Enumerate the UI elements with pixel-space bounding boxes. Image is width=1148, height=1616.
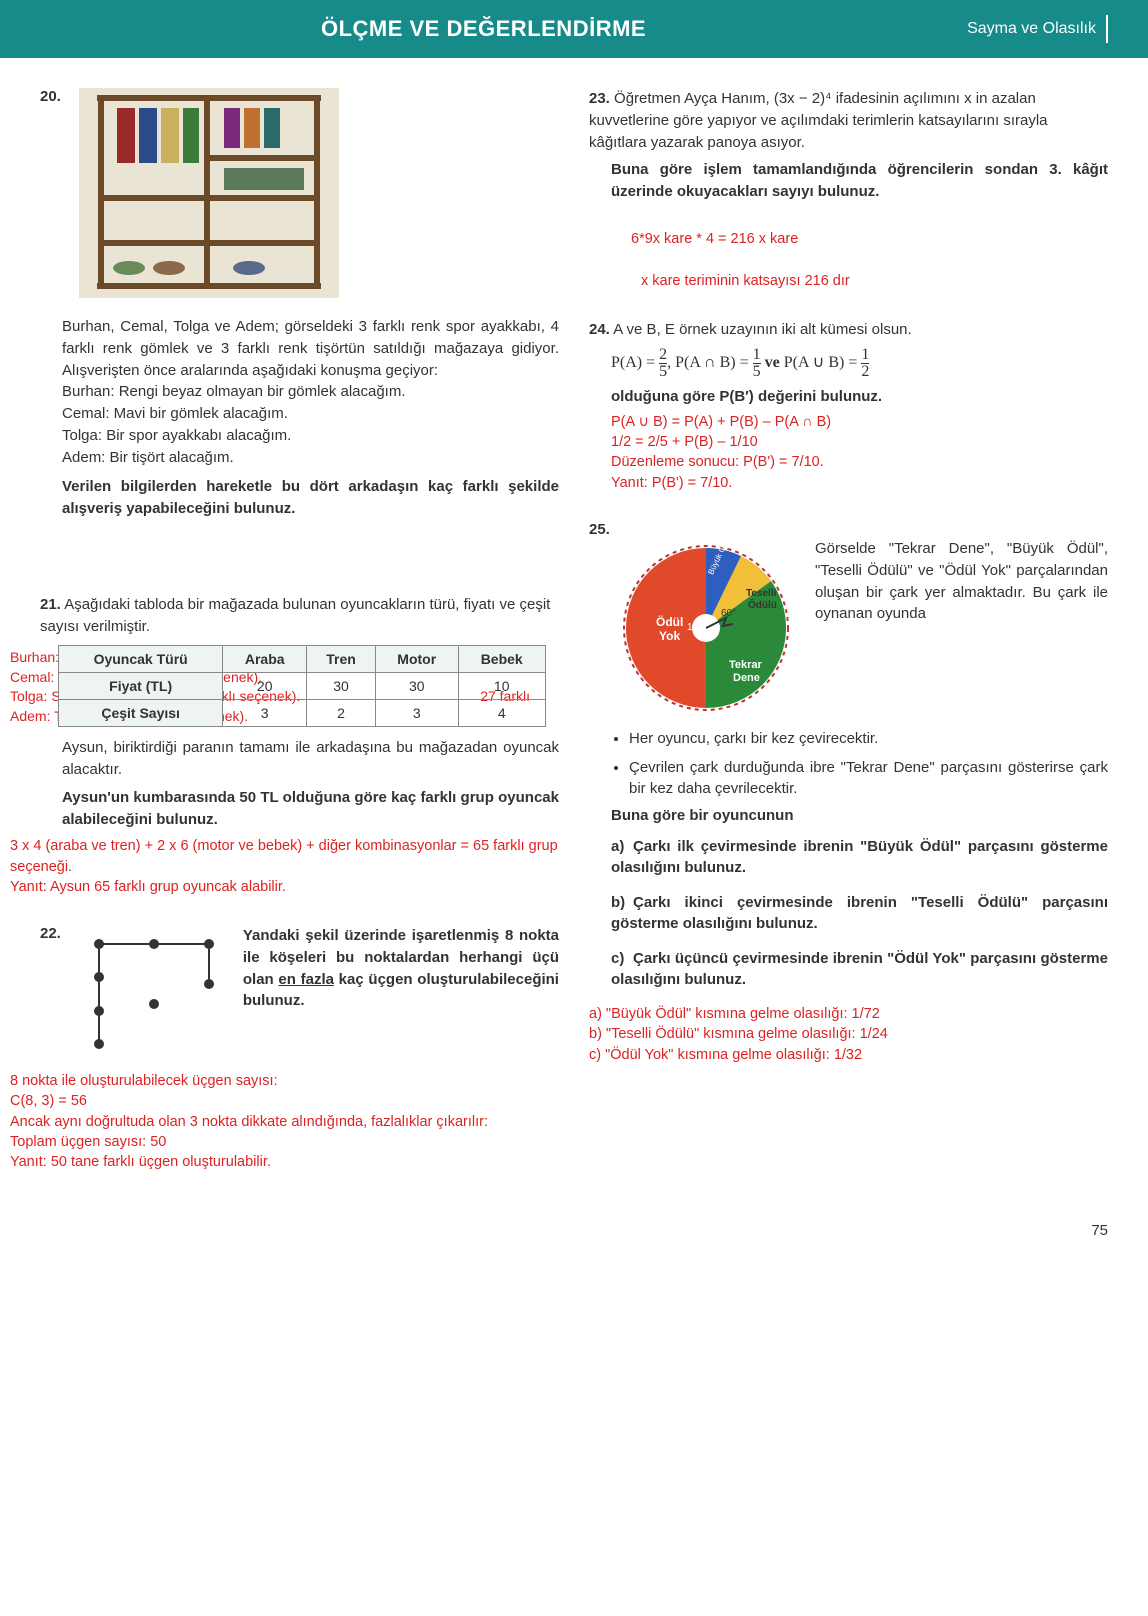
q25-bullet-2: Çevrilen çark durduğunda ibre "Tekrar De… bbox=[629, 757, 1108, 799]
q24-formula: P(A) = 25, P(A ∩ B) = 15 ve P(A ∪ B) = 1… bbox=[589, 347, 1108, 380]
dots-figure bbox=[79, 929, 229, 1059]
page-header: ÖLÇME VE DEĞERLENDİRME Sayma ve Olasılık bbox=[0, 0, 1148, 58]
question-23: 23. Öğretmen Ayça Hanım, (3x − 2)⁴ ifade… bbox=[589, 88, 1108, 291]
header-title: ÖLÇME VE DEĞERLENDİRME bbox=[0, 16, 967, 42]
q25-side-text: Görselde "Tekrar Dene", "Büyük Ödül", "T… bbox=[815, 538, 1108, 718]
q25-annotation-b: b) "Teselli Ödülü" kısmına gelme olasılı… bbox=[589, 1024, 1108, 1044]
svg-text:Dene: Dene bbox=[733, 672, 760, 684]
q22-annotation-2: C(8, 3) = 56 bbox=[10, 1091, 559, 1111]
question-25: 25. Ödül Yok 180° 60° bbox=[589, 521, 1108, 1065]
q22-annotation-4: Toplam üçgen sayısı: 50 bbox=[10, 1132, 559, 1152]
toys-col-3: Motor bbox=[375, 646, 458, 673]
q20-line1: Burhan: Rengi beyaz olmayan bir gömlek a… bbox=[40, 381, 559, 403]
svg-text:Yok: Yok bbox=[659, 629, 680, 643]
svg-text:Ödülü: Ödülü bbox=[748, 598, 777, 611]
question-20: 20. bbox=[40, 88, 559, 520]
toys-r1-3: 30 bbox=[375, 673, 458, 700]
toys-col-0: Oyuncak Türü bbox=[59, 646, 223, 673]
q22-number: 22. bbox=[40, 925, 61, 942]
q23-annotation-1: 6*9x kare * 4 = 216 x kare bbox=[631, 229, 1108, 249]
toys-col-1: Araba bbox=[223, 646, 307, 673]
toys-table: Oyuncak Türü Araba Tren Motor Bebek Fiya… bbox=[58, 645, 546, 727]
toys-r2-4: 4 bbox=[458, 700, 545, 727]
q20-line4: Adem: Bir tişört alacağım. bbox=[40, 447, 559, 469]
q21-number: 21. bbox=[40, 596, 61, 613]
wardrobe-illustration bbox=[79, 88, 339, 298]
q24-ask: olduğuna göre P(B′) değerini bulunuz. bbox=[589, 386, 1108, 408]
q22-annotation-1: 8 nokta ile oluşturulabilecek üçgen sayı… bbox=[10, 1071, 559, 1091]
page-body: 20. bbox=[0, 58, 1148, 1221]
q21-annotation-1: 3 x 4 (araba ve tren) + 2 x 6 (motor ve … bbox=[10, 836, 559, 877]
q20-line3: Tolga: Bir spor ayakkabı alacağım. bbox=[40, 425, 559, 447]
q21-mid: Aysun, biriktirdiği paranın tamamı ile a… bbox=[40, 737, 559, 781]
q24-intro: A ve B, E örnek uzayının iki alt kümesi … bbox=[613, 321, 911, 338]
q23-annotation-2: x kare teriminin katsayısı 216 dır bbox=[641, 271, 1108, 291]
q21-ask: Aysun'un kumbarasında 50 TL olduğuna gör… bbox=[40, 787, 559, 831]
toys-r1-2: 30 bbox=[307, 673, 376, 700]
svg-text:180°: 180° bbox=[687, 622, 708, 633]
wheel-chart: Ödül Yok 180° 60° Tekrar Dene Teselli Öd… bbox=[611, 538, 801, 718]
toys-r2-2: 2 bbox=[307, 700, 376, 727]
q20-number: 20. bbox=[40, 88, 61, 105]
q22-annotation-3: Ancak aynı doğrultuda olan 3 nokta dikka… bbox=[10, 1112, 559, 1132]
q24-annotation-1: P(A ∪ B) = P(A) + P(B) – P(A ∩ B) bbox=[611, 412, 1108, 432]
toys-r1-0: Fiyat (TL) bbox=[59, 673, 223, 700]
q25-lead: Buna göre bir oyuncunun bbox=[589, 807, 1108, 824]
q23-number: 23. bbox=[589, 90, 610, 107]
toys-r1-1: 20 bbox=[223, 673, 307, 700]
q23-ask: Buna göre işlem tamamlandığında öğrencil… bbox=[589, 159, 1108, 203]
q21-annotation-2: Yanıt: Aysun 65 farklı grup oyuncak alab… bbox=[10, 877, 559, 897]
svg-text:60°: 60° bbox=[721, 608, 736, 619]
q25-annotation-a: a) "Büyük Ödül" kısmına gelme olasılığı:… bbox=[589, 1004, 1108, 1024]
question-21: 21. Aşağıdaki tabloda bir mağazada bulun… bbox=[40, 594, 559, 897]
q24-number: 24. bbox=[589, 321, 610, 338]
toys-col-4: Bebek bbox=[458, 646, 545, 673]
q25-annotation-c: c) "Ödül Yok" kısmına gelme olasılığı: 1… bbox=[589, 1045, 1108, 1065]
header-subtitle: Sayma ve Olasılık bbox=[967, 15, 1108, 43]
q24-annotation-3: Düzenleme sonucu: P(B') = 7/10. bbox=[611, 452, 1108, 472]
q20-line2: Cemal: Mavi bir gömlek alacağım. bbox=[40, 403, 559, 425]
q22-annotation-5: Yanıt: 50 tane farklı üçgen oluşturulabi… bbox=[10, 1152, 559, 1172]
q25-item-b: b)Çarkı ikinci çevirmesinde ibrenin "Tes… bbox=[611, 892, 1108, 934]
q21-intro: Aşağıdaki tabloda bir mağazada bulunan o… bbox=[40, 596, 550, 635]
toys-r2-0: Çeşit Sayısı bbox=[59, 700, 223, 727]
svg-text:Ödül: Ödül bbox=[656, 614, 683, 629]
q24-annotation-2: 1/2 = 2/5 + P(B) – 1/10 bbox=[611, 432, 1108, 452]
q25-item-c: c)Çarkı üçüncü çevirmesinde ibrenin "Ödü… bbox=[611, 948, 1108, 990]
left-column: 20. bbox=[40, 88, 559, 1201]
svg-text:Tekrar: Tekrar bbox=[729, 659, 763, 671]
q20-ask: Verilen bilgilerden hareketle bu dört ar… bbox=[40, 476, 559, 520]
toys-r2-3: 3 bbox=[375, 700, 458, 727]
svg-text:Teselli: Teselli bbox=[746, 588, 777, 599]
right-column: 23. Öğretmen Ayça Hanım, (3x − 2)⁴ ifade… bbox=[589, 88, 1108, 1201]
q25-bullet-1: Her oyuncu, çarkı bir kez çevirecektir. bbox=[629, 728, 1108, 749]
q25-item-a: a)Çarkı ilk çevirmesinde ibrenin "Büyük … bbox=[611, 836, 1108, 878]
q22-ask: Yandaki şekil üzerinde işaretlenmiş 8 no… bbox=[240, 925, 559, 1012]
page-number: 75 bbox=[1091, 1222, 1108, 1239]
q23-intro: Öğretmen Ayça Hanım, (3x − 2)⁴ ifadesini… bbox=[589, 90, 1048, 151]
toys-r2-1: 3 bbox=[223, 700, 307, 727]
question-24: 24. A ve B, E örnek uzayının iki alt küm… bbox=[589, 319, 1108, 493]
question-22: 22. Yandaki şekil üzerinde işaretlenmiş … bbox=[40, 925, 559, 1172]
toys-col-2: Tren bbox=[307, 646, 376, 673]
q24-annotation-4: Yanıt: P(B') = 7/10. bbox=[611, 473, 1108, 493]
q25-number: 25. bbox=[589, 521, 610, 538]
q20-intro: Burhan, Cemal, Tolga ve Adem; görseldeki… bbox=[40, 316, 559, 381]
toys-r1-4: 10 bbox=[458, 673, 545, 700]
